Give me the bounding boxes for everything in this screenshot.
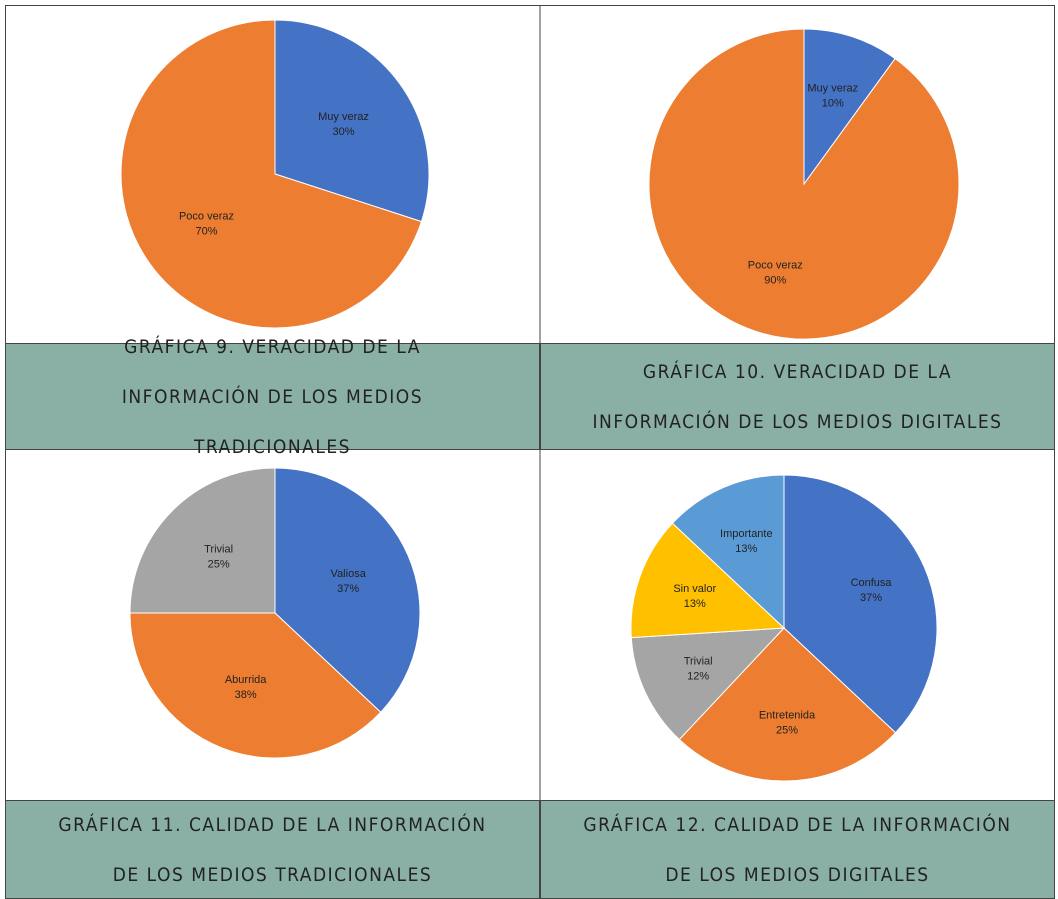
slice-value-label: 37% bbox=[337, 583, 359, 595]
pie-slice bbox=[803, 28, 896, 186]
slice-category-label: Trivial bbox=[684, 655, 713, 667]
chart-title: GRÁFICA 11. CALIDAD DE LA INFORMACIÓN DE… bbox=[58, 813, 487, 886]
slice-category-label: Poco veraz bbox=[748, 259, 803, 271]
pie-slice bbox=[678, 627, 897, 782]
slice-category-label: Trivial bbox=[204, 544, 233, 556]
slice-value-label: 37% bbox=[860, 592, 882, 604]
slice-value-label: 13% bbox=[735, 543, 757, 555]
pie-slice bbox=[783, 474, 938, 734]
caption-box: GRÁFICA 12. CALIDAD DE LA INFORMACIÓN DE… bbox=[540, 800, 1055, 899]
chart-title: GRÁFICA 9. VERACIDAD DE LA INFORMACIÓN D… bbox=[121, 335, 424, 458]
slice-value-label: 25% bbox=[208, 559, 230, 571]
slice-category-label: Entretenida bbox=[759, 710, 816, 722]
chart-title: GRÁFICA 10. VERACIDAD DE LA INFORMACIÓN … bbox=[592, 360, 1003, 433]
slice-category-label: Muy veraz bbox=[807, 82, 858, 94]
slice-value-label: 13% bbox=[684, 598, 706, 610]
pie-slice bbox=[129, 612, 382, 759]
slice-category-label: Sin valor bbox=[673, 583, 716, 595]
caption-box: GRÁFICA 11. CALIDAD DE LA INFORMACIÓN DE… bbox=[5, 800, 540, 899]
pie-slice bbox=[129, 467, 276, 614]
slice-value-label: 38% bbox=[235, 689, 257, 701]
slice-category-label: Poco veraz bbox=[179, 211, 234, 223]
slice-value-label: 90% bbox=[764, 274, 786, 286]
slice-category-label: Aburrida bbox=[225, 674, 267, 686]
slice-category-label: Importante bbox=[720, 528, 773, 540]
slice-value-label: 12% bbox=[687, 670, 709, 682]
pie-slice bbox=[630, 522, 786, 639]
pie-slice bbox=[120, 19, 423, 329]
chart-title: GRÁFICA 12. CALIDAD DE LA INFORMACIÓN DE… bbox=[583, 813, 1012, 886]
slice-value-label: 10% bbox=[822, 97, 844, 109]
pie-slice bbox=[274, 19, 430, 223]
slice-category-label: Muy veraz bbox=[318, 111, 369, 123]
pie-slice bbox=[648, 28, 960, 340]
slice-category-label: Valiosa bbox=[331, 568, 367, 580]
pie-slice bbox=[671, 474, 785, 630]
slice-category-label: Confusa bbox=[851, 577, 893, 589]
pie-slice bbox=[274, 467, 421, 713]
caption-box: GRÁFICA 9. VERACIDAD DE LA INFORMACIÓN D… bbox=[5, 336, 540, 458]
pie-slice bbox=[630, 627, 786, 741]
slice-value-label: 30% bbox=[333, 126, 355, 138]
slice-value-label: 25% bbox=[776, 725, 798, 737]
caption-box: GRÁFICA 10. VERACIDAD DE LA INFORMACIÓN … bbox=[540, 343, 1055, 450]
slice-value-label: 70% bbox=[195, 226, 217, 238]
